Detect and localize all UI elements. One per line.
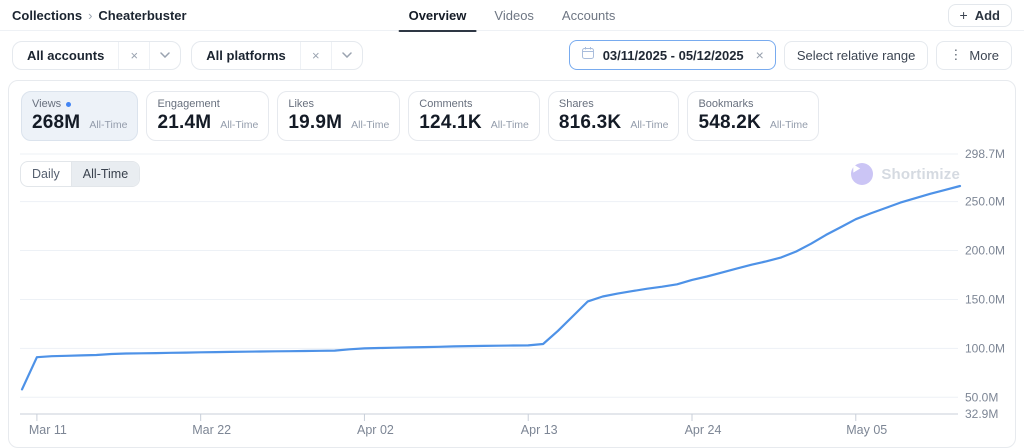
breadcrumb: Collections › Cheaterbuster <box>12 8 187 23</box>
breadcrumb-current-collection: Cheaterbuster <box>98 7 187 23</box>
tab-overview[interactable]: Overview <box>395 0 481 32</box>
shortimize-logo-icon <box>851 163 874 185</box>
svg-text:150.0M: 150.0M <box>965 292 1005 306</box>
more-button[interactable]: ⋮ More <box>936 40 1012 70</box>
selected-metric-dot-icon <box>66 102 72 107</box>
add-button[interactable]: + Add <box>947 3 1012 27</box>
y-axis-labels: 298.7M 250.0M 200.0M 150.0M 100.0M 50.0M 32.9M <box>965 148 1005 421</box>
svg-text:Apr 24: Apr 24 <box>685 423 722 437</box>
page-header: Collections › Cheaterbuster Overview Vid… <box>0 0 1024 32</box>
svg-text:298.7M: 298.7M <box>965 148 1005 161</box>
accounts-filter-label[interactable]: All accounts <box>27 47 105 63</box>
platforms-filter-label[interactable]: All platforms <box>206 47 286 63</box>
platforms-filter: All platforms × <box>191 40 363 70</box>
granularity-daily[interactable]: Daily <box>32 167 60 181</box>
svg-text:Apr 13: Apr 13 <box>521 423 558 437</box>
select-relative-range-button[interactable]: Select relative range <box>783 40 929 70</box>
granularity-toggle: Daily All-Time <box>20 161 141 187</box>
kebab-menu-icon: ⋮ <box>949 47 963 62</box>
accounts-filter: All accounts × <box>12 40 182 70</box>
metric-card-comments[interactable]: Comments 124.1K All-Time <box>408 91 540 141</box>
svg-text:200.0M: 200.0M <box>965 244 1005 258</box>
svg-text:100.0M: 100.0M <box>965 341 1005 355</box>
x-axis-labels: Mar 11 Mar 22 Apr 02 Apr 13 Apr 24 May 05 <box>29 423 887 437</box>
svg-text:May 05: May 05 <box>846 423 887 437</box>
top-tabs: Overview Videos Accounts <box>395 0 630 32</box>
views-chart-area: Daily All-Time Shortimize 298.7M 250.0M 20… <box>17 148 1007 440</box>
x-axis-ticks <box>36 414 857 421</box>
breadcrumb-separator: › <box>88 7 93 23</box>
date-range-value: 03/11/2025 - 05/12/2025 <box>602 47 744 63</box>
date-controls: 03/11/2025 - 05/12/2025 × Select relativ… <box>568 40 1012 70</box>
metric-card-bookmarks[interactable]: Bookmarks 548.2K All-Time <box>687 91 820 141</box>
accounts-filter-clear-icon[interactable]: × <box>118 41 149 69</box>
platforms-filter-chevron-down-icon[interactable] <box>330 41 362 69</box>
calendar-icon <box>581 46 595 65</box>
svg-text:50.0M: 50.0M <box>965 390 998 404</box>
tab-accounts[interactable]: Accounts <box>561 8 616 23</box>
metric-card-likes[interactable]: Likes 19.9M All-Time <box>277 91 401 141</box>
platforms-filter-clear-icon[interactable]: × <box>299 41 331 69</box>
chart-gridlines <box>20 153 958 415</box>
views-line-chart[interactable]: 298.7M 250.0M 200.0M 150.0M 100.0M 50.0M 32.9M… <box>17 148 1007 440</box>
svg-text:Apr 02: Apr 02 <box>357 423 394 437</box>
accounts-filter-chevron-down-icon[interactable] <box>149 41 180 69</box>
svg-text:32.9M: 32.9M <box>965 407 998 421</box>
breadcrumb-collections-link[interactable]: Collections <box>12 7 83 23</box>
svg-text:Mar 22: Mar 22 <box>192 423 231 437</box>
date-range-input[interactable]: 03/11/2025 - 05/12/2025 × <box>568 40 776 70</box>
date-range-clear-icon[interactable]: × <box>755 47 764 63</box>
views-line-series <box>20 184 962 391</box>
tab-videos[interactable]: Videos <box>494 8 534 23</box>
metric-card-engagement[interactable]: Engagement 21.4M All-Time <box>146 91 270 141</box>
overview-panel: Views 268M All-Time Engagement 21.4M All-T… <box>8 80 1016 448</box>
metric-card-views[interactable]: Views 268M All-Time <box>21 91 139 141</box>
plus-icon: + <box>959 7 968 23</box>
metric-cards-row: Views 268M All-Time Engagement 21.4M All-T… <box>17 91 1007 141</box>
shortimize-watermark: Shortimize <box>851 163 960 185</box>
granularity-all-time[interactable]: All-Time <box>70 162 140 186</box>
filter-toolbar: All accounts × All platforms × 03/11/202… <box>0 31 1024 80</box>
svg-text:Mar 11: Mar 11 <box>29 423 67 437</box>
metric-card-shares[interactable]: Shares 816.3K All-Time <box>547 91 680 141</box>
svg-text:250.0M: 250.0M <box>965 195 1005 209</box>
